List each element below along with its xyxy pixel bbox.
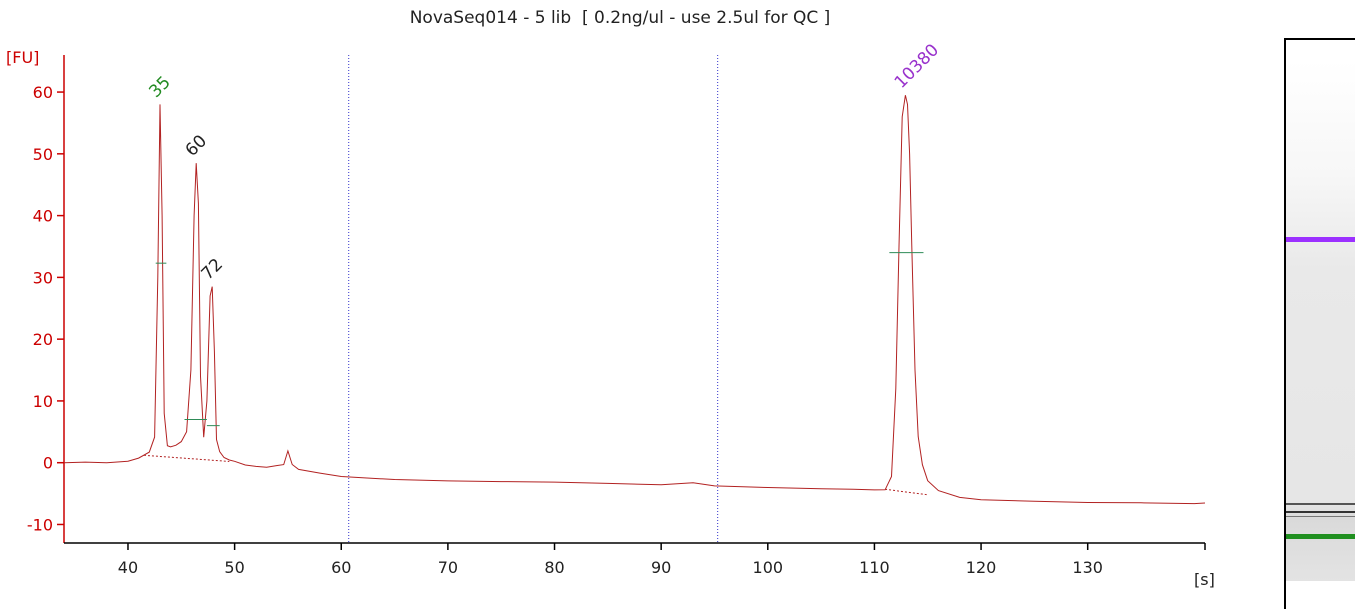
y-tick-label: 10 — [33, 392, 53, 411]
vertical-markers — [348, 55, 719, 543]
y-tick-label: 0 — [43, 454, 53, 473]
y-axis-unit: [FU] — [6, 48, 39, 67]
x-tick-label: 70 — [438, 558, 458, 577]
gel-band — [1286, 510, 1355, 513]
y-tick-label: 30 — [33, 268, 53, 287]
peak-baseline — [885, 488, 928, 496]
x-tick-label: 40 — [118, 558, 138, 577]
x-tick-label: 130 — [1072, 558, 1103, 577]
x-tick-label: 120 — [966, 558, 997, 577]
x-tick-label: 60 — [331, 558, 351, 577]
half-height-marks — [155, 252, 924, 427]
peak-labels: 35 60 72 10380 — [145, 40, 943, 284]
gel-image — [1284, 38, 1355, 609]
gel-band — [1286, 502, 1355, 505]
trace-line — [63, 95, 1206, 505]
peak-baseline — [143, 454, 230, 462]
peak-label: 35 — [145, 73, 174, 102]
peak-label: 10380 — [891, 40, 943, 92]
x-tick-label: 100 — [753, 558, 784, 577]
peak-label: 60 — [182, 131, 211, 160]
chart-title: NovaSeq014 - 5 lib [ 0.2ng/ul - use 2.5u… — [409, 8, 831, 28]
x-tick-label: 50 — [224, 558, 244, 577]
gel-band — [1286, 534, 1355, 540]
gel-band — [1286, 515, 1355, 517]
y-tick-label: -10 — [27, 515, 53, 534]
electropherogram-chart: -10 0 10 20 30 40 50 60 40 50 60 70 80 90 100 110 120 130… — [6, 40, 1215, 589]
gel-lane — [1286, 60, 1355, 581]
gel-band — [1286, 237, 1355, 243]
x-tick-label: 80 — [544, 558, 564, 577]
y-tick-label: 60 — [33, 83, 53, 102]
axes: -10 0 10 20 30 40 50 60 40 50 60 70 80 90 100 110 120 130 — [27, 55, 1206, 577]
y-tick-label: 20 — [33, 330, 53, 349]
x-axis-unit: [s] — [1194, 570, 1215, 589]
y-tick-label: 50 — [33, 145, 53, 164]
peak-label: 72 — [198, 255, 227, 284]
y-tick-label: 40 — [33, 207, 53, 226]
x-tick-label: 90 — [651, 558, 671, 577]
x-tick-label: 110 — [859, 558, 890, 577]
baselines — [143, 454, 928, 496]
